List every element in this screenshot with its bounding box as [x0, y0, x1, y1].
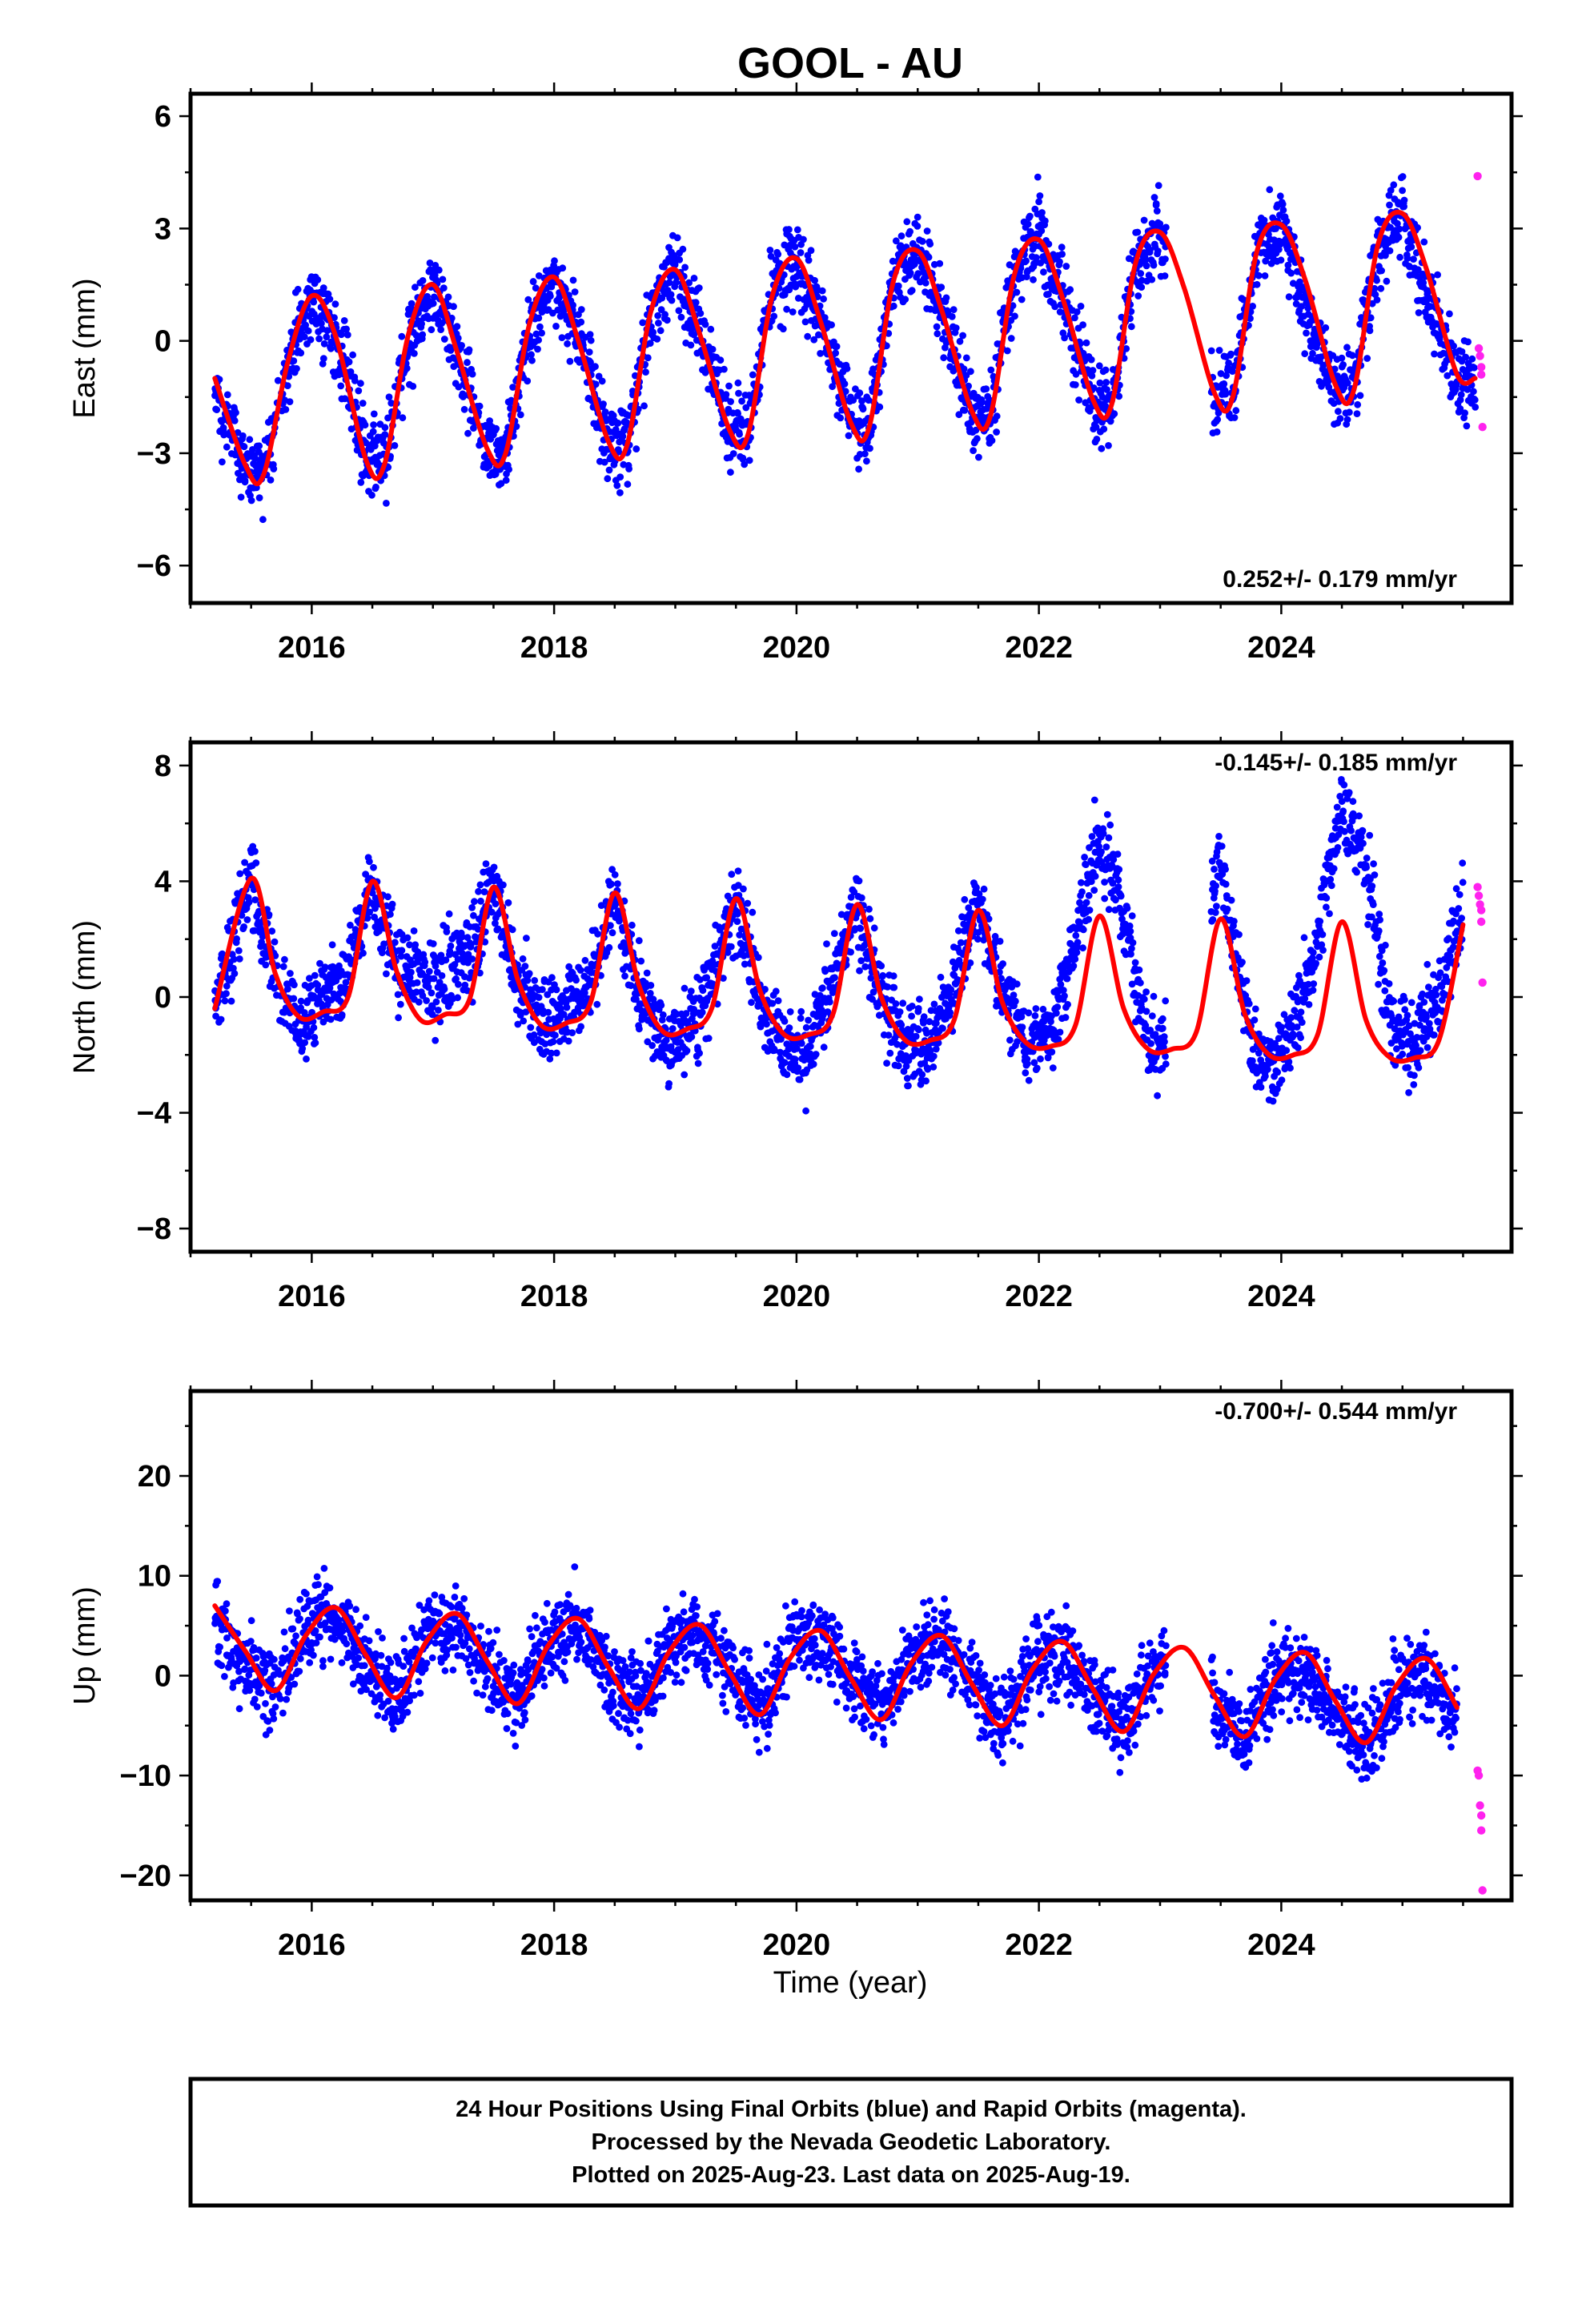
up-rapid-point — [1476, 1801, 1484, 1810]
up-x-tick-label: 2020 — [763, 1928, 831, 1962]
footer-line-3: Plotted on 2025-Aug-23. Last data on 202… — [572, 2162, 1130, 2188]
north-rapid-point — [1473, 883, 1482, 891]
east-final-points — [211, 173, 1480, 524]
north-x-tick-label: 2024 — [1247, 1280, 1315, 1313]
north-rapid-point — [1474, 891, 1484, 900]
north-rate-label: -0.145+/- 0.185 mm/yr — [1215, 750, 1457, 776]
east-frame — [188, 91, 1514, 605]
up-y-tick-label: 10 — [138, 1560, 171, 1594]
up-x-tick-label: 2022 — [1005, 1928, 1073, 1962]
north-x-tick-label: 2022 — [1005, 1280, 1073, 1313]
up-rapid-point — [1478, 1886, 1487, 1895]
east-x-tick-label: 2018 — [520, 631, 588, 665]
up-rapid-point — [1477, 1826, 1486, 1835]
footer-line-1: 24 Hour Positions Using Final Orbits (bl… — [456, 2097, 1247, 2122]
north-y-tick-label: 4 — [155, 865, 171, 899]
north-x-tick-label: 2016 — [278, 1280, 346, 1313]
east-rapid-point — [1476, 352, 1484, 360]
x-axis-label: Time (year) — [773, 1966, 928, 2000]
north-rapid-point — [1478, 978, 1487, 987]
east-final-dots — [211, 173, 1480, 524]
north-rapid-point — [1477, 906, 1486, 915]
up-final-dots — [211, 1563, 1461, 1783]
chart-title: GOOL - AU — [737, 39, 963, 87]
up-x-tick-label: 2016 — [278, 1928, 346, 1962]
up-panel: 2016 2018 2020 2022 2024 −20 −10 0 10 20 Up (mm) -0… — [68, 1380, 1523, 1962]
north-x-tick-label: 2020 — [763, 1280, 831, 1313]
up-rate-label: -0.700+/- 0.544 mm/yr — [1215, 1398, 1457, 1425]
up-frame — [188, 1389, 1514, 1903]
up-model-curve — [212, 1603, 1460, 1746]
up-y-tick-label: 20 — [138, 1460, 171, 1494]
east-rapid-point — [1474, 344, 1484, 353]
east-y-axis-label: East (mm) — [68, 278, 102, 418]
east-x-tick-label: 2020 — [763, 631, 831, 665]
up-y-tick-label: −20 — [120, 1860, 171, 1893]
up-x-tick-label: 2018 — [520, 1928, 588, 1962]
east-x-tick-label: 2024 — [1247, 631, 1315, 665]
east-rapid-point — [1478, 423, 1487, 432]
north-y-tick-label: −4 — [137, 1097, 171, 1131]
east-rapid-point — [1473, 171, 1482, 181]
up-final-points — [211, 1563, 1461, 1783]
east-x-tick-label: 2016 — [278, 631, 346, 665]
north-model-curve — [212, 875, 1466, 1064]
footer-line-2: Processed by the Nevada Geodetic Laborat… — [592, 2129, 1111, 2155]
up-y-axis-label: Up (mm) — [68, 1586, 102, 1705]
north-y-tick-label: 8 — [155, 750, 171, 783]
up-x-tick-label: 2024 — [1247, 1928, 1315, 1962]
east-rapid-point — [1477, 370, 1486, 379]
up-y-tick-label: 0 — [155, 1659, 171, 1693]
east-x-tick-label: 2022 — [1005, 631, 1073, 665]
east-y-tick-label: −6 — [137, 549, 171, 583]
east-rate-label: 0.252+/- 0.179 mm/yr — [1223, 566, 1457, 593]
up-rapid-point — [1474, 1771, 1484, 1780]
east-y-tick-label: −3 — [137, 437, 171, 471]
up-y-tick-label: −10 — [120, 1759, 171, 1793]
north-y-axis-label: North (mm) — [68, 920, 102, 1074]
footer-box: 24 Hour Positions Using Final Orbits (bl… — [188, 2077, 1514, 2208]
north-y-tick-label: 0 — [155, 981, 171, 1015]
north-final-dots — [211, 776, 1467, 1115]
east-rapid-point — [1477, 363, 1486, 372]
north-y-tick-label: −8 — [137, 1212, 171, 1246]
east-model-curve — [212, 210, 1478, 487]
north-x-tick-label: 2018 — [520, 1280, 588, 1313]
north-final-points — [211, 776, 1467, 1115]
up-rapid-point — [1477, 1811, 1486, 1820]
east-y-tick-label: 0 — [155, 325, 171, 359]
north-panel: 2016 2018 2020 2022 2024 −8 −4 0 4 8 North (mm) -0.… — [68, 731, 1523, 1313]
north-rapid-point — [1477, 917, 1486, 927]
east-y-tick-label: 6 — [155, 100, 171, 134]
east-panel: 2016 2018 2020 2022 2024 −6 −3 0 3 6 East (mm) 0.25… — [68, 82, 1523, 665]
east-y-tick-label: 3 — [155, 212, 171, 246]
